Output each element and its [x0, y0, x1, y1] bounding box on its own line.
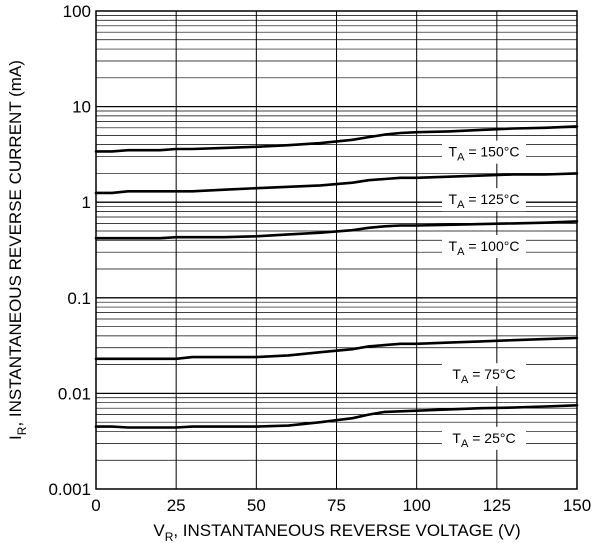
x-tick-labels: 0 25 50 75 100 125 150 [91, 496, 591, 515]
series-label-background [442, 234, 527, 258]
series-label-main: T [449, 144, 458, 160]
series-label-rest: = 150°C [464, 144, 519, 160]
x-axis-label-main: V [153, 521, 165, 540]
series-label-rest: = 75°C [468, 366, 515, 382]
x-tick-label: 75 [327, 496, 346, 515]
x-tick-label: 125 [483, 496, 511, 515]
x-tick-label: 25 [167, 496, 186, 515]
y-tick-label: 0.1 [67, 289, 91, 308]
y-axis-label-main: I [6, 435, 25, 440]
series-label-rest: = 125°C [464, 191, 519, 207]
x-tick-label: 150 [563, 496, 591, 515]
y-tick-label: 10 [72, 98, 91, 117]
series-label-rest: = 100°C [464, 238, 519, 254]
series-label-main: T [452, 366, 461, 382]
series-label: TA = 100°C [449, 238, 520, 258]
y-tick-label: 0.01 [58, 384, 91, 403]
x-tick-label: 50 [247, 496, 266, 515]
series-line [94, 336, 579, 361]
series-label-sub: A [457, 152, 465, 164]
series-label-main: T [449, 191, 458, 207]
x-tick-label: 0 [91, 496, 100, 515]
series-label-background [442, 140, 527, 164]
series-label-main: T [449, 238, 458, 254]
series-label-background [442, 426, 527, 450]
series-label: TA = 150°C [449, 144, 520, 164]
plot-frame [95, 10, 578, 490]
y-axis-label: IR, INSTANTANEOUS REVERSE CURRENT (mA) [6, 60, 29, 440]
series-label-sub: A [461, 438, 469, 450]
series-line [94, 125, 579, 153]
series-line [94, 404, 579, 429]
series-label-sub: A [457, 199, 465, 211]
series-label: TA = 125°C [449, 191, 520, 211]
series-line [94, 220, 579, 240]
y-tick-label: 1 [82, 193, 91, 212]
series-label-rest: = 25°C [468, 430, 515, 446]
x-axis-label-sub: R [165, 530, 174, 543]
series-label-background [442, 188, 527, 212]
y-tick-label: 100 [63, 2, 91, 21]
series-label-sub: A [457, 246, 465, 258]
x-tick-label: 100 [402, 496, 430, 515]
series-labels: TA = 150°CTA = 125°CTA = 100°CTA = 75°CT… [442, 140, 527, 450]
x-axis-label: VR, INSTANTANEOUS REVERSE VOLTAGE (V) [153, 521, 520, 543]
chart-series [94, 125, 579, 429]
y-axis-label-sub: R [15, 426, 29, 435]
series-line [94, 172, 579, 195]
series-label-main: T [452, 430, 461, 446]
x-axis-label-rest: , INSTANTANEOUS REVERSE VOLTAGE (V) [173, 521, 520, 540]
y-tick-labels: 0.001 0.01 0.1 1 10 100 [48, 2, 91, 499]
series-label: TA = 25°C [452, 430, 515, 450]
series-label-background [442, 363, 527, 387]
series-label-sub: A [461, 374, 469, 386]
series-label: TA = 75°C [452, 366, 515, 386]
y-axis-label-rest: , INSTANTANEOUS REVERSE CURRENT (mA) [6, 60, 25, 426]
y-tick-label: 0.001 [48, 480, 91, 499]
